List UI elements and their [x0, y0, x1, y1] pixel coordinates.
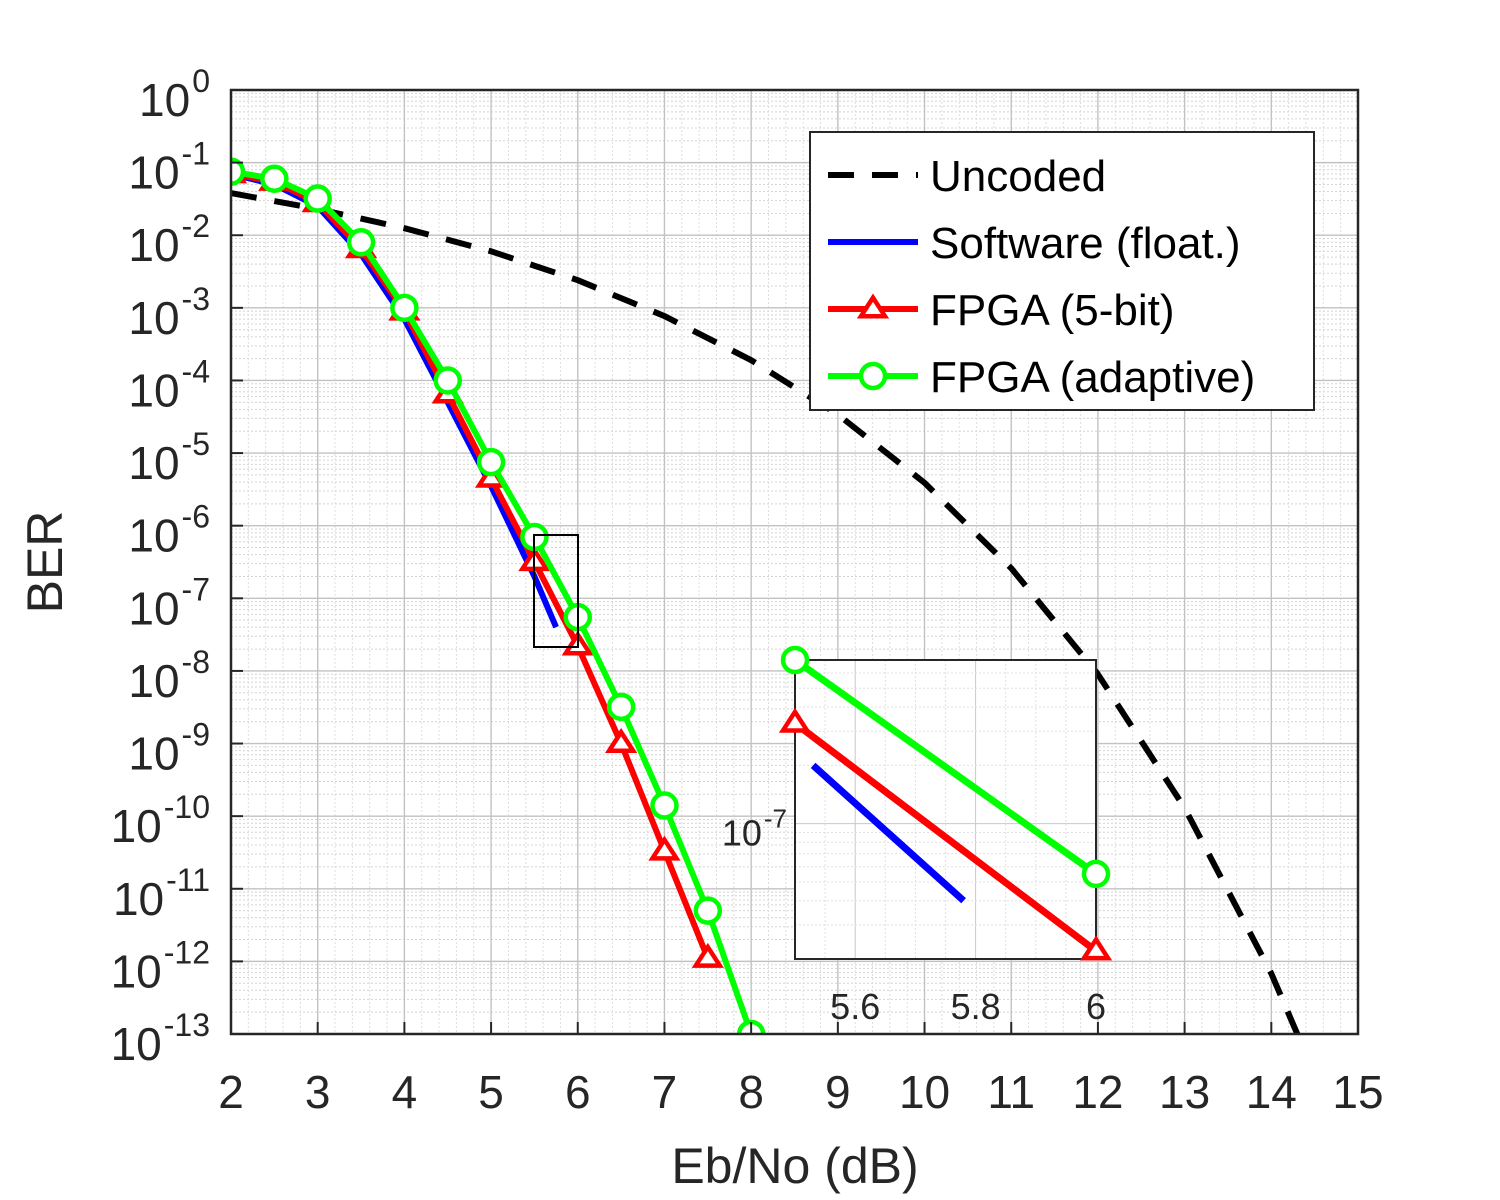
- y-axis-ticks: 100 10-1 10-2 10-3 10-4 10-5 10-6 10-7 10-8 10-9 1…: [111, 63, 243, 1070]
- triangle-marker: [1079, 935, 1113, 961]
- y-tick-label: 10-1: [128, 136, 210, 199]
- series-line-fpga-5-bit: [231, 170, 711, 960]
- zoom-region-box: [533, 534, 579, 648]
- x-tick-label: 12: [1072, 1066, 1123, 1118]
- x-tick-label: 6: [565, 1066, 591, 1118]
- legend-label-uncoded: Uncoded: [930, 152, 1106, 201]
- legend-label-fpga-5-bit: FPGA (5-bit): [930, 286, 1175, 335]
- circle-marker: [390, 293, 419, 323]
- circle-marker: [260, 164, 289, 193]
- y-tick-label: 10-7: [128, 571, 210, 634]
- circle-marker: [650, 791, 679, 820]
- legend-item-uncoded: Uncoded: [828, 152, 1106, 201]
- legend: Uncoded Software (float.) FPGA (5-bit) FPGA…: [809, 131, 1315, 411]
- series-uncoded: [231, 190, 1301, 1034]
- y-tick-label: 10-9: [128, 717, 210, 780]
- y-tick-label: 10-8: [128, 644, 210, 707]
- circle-marker: [476, 447, 506, 477]
- inset-series-software-float: [810, 762, 966, 904]
- legend-label-software-float: Software (float.): [930, 219, 1241, 268]
- y-tick-label: 10-5: [128, 426, 210, 489]
- triangle-marker: [856, 293, 890, 319]
- circle-marker: [303, 184, 332, 213]
- legend-item-fpga-5-bit: FPGA (5-bit): [828, 286, 1175, 335]
- y-axis-label: BER: [17, 511, 73, 614]
- circle-marker: [346, 228, 376, 257]
- inset-x-tick-label: 6: [1086, 986, 1106, 1027]
- inset-series: [778, 645, 1113, 961]
- y-tick-label: 10-10: [111, 789, 210, 852]
- x-axis-label: Eb/No (dB): [671, 1138, 918, 1194]
- y-tick-label: 100: [139, 63, 210, 126]
- inset-x-tick-label: 5.6: [830, 986, 880, 1027]
- y-tick-label: 10-12: [111, 934, 210, 997]
- circle-marker: [693, 896, 723, 925]
- y-tick-label: 10-3: [128, 281, 210, 344]
- circle-marker: [858, 361, 888, 391]
- triangle-marker: [648, 835, 681, 861]
- y-tick-label: 10-2: [128, 208, 210, 271]
- x-tick-label: 4: [392, 1066, 418, 1118]
- y-tick-label: 10-4: [128, 353, 210, 416]
- x-tick-label: 8: [738, 1066, 764, 1118]
- triangle-marker: [691, 942, 724, 968]
- circle-marker: [433, 366, 462, 395]
- inset-plot: 5.6 5.8 6 10-7: [722, 645, 1113, 1027]
- plot-frame: [229, 88, 1360, 1036]
- triangle-marker: [778, 707, 812, 733]
- inset-x-tick-label: 5.8: [951, 986, 1001, 1027]
- x-tick-label: 2: [218, 1066, 244, 1118]
- circle-marker: [606, 692, 636, 722]
- x-tick-label: 3: [305, 1066, 331, 1118]
- legend-item-software-float: Software (float.): [828, 219, 1241, 268]
- x-tick-label: 13: [1159, 1066, 1210, 1118]
- inset-y-tick-label: 10-7: [722, 804, 787, 854]
- circle-marker: [780, 645, 810, 675]
- y-tick-label: 10-11: [113, 862, 210, 925]
- inset-series-fpga-adaptive: [780, 645, 1111, 889]
- x-tick-label: 9: [825, 1066, 851, 1118]
- inset-ticks: 5.6 5.8 6 10-7: [722, 804, 1106, 1027]
- inset-line-software-float: [810, 762, 966, 904]
- triangle-marker: [604, 727, 638, 753]
- x-tick-label: 10: [899, 1066, 950, 1118]
- circle-marker: [1081, 859, 1111, 889]
- x-tick-label: 14: [1246, 1066, 1297, 1118]
- x-tick-label: 5: [478, 1066, 504, 1118]
- main-series: [231, 157, 1301, 1034]
- legend-label-fpga-adaptive: FPGA (adaptive): [930, 353, 1255, 402]
- x-tick-label: 7: [652, 1066, 678, 1118]
- y-tick-label: 10-6: [128, 499, 210, 562]
- x-tick-label: 15: [1332, 1066, 1383, 1118]
- legend-box: [809, 131, 1315, 411]
- inset-line-fpga-adaptive: [792, 657, 1099, 877]
- legend-item-fpga-adaptive: FPGA (adaptive): [828, 353, 1255, 402]
- inset-series-fpga-5-bit: [778, 707, 1113, 961]
- circle-marker: [231, 157, 246, 186]
- inset-frame: [794, 659, 1097, 960]
- inset-line-fpga-5-bit: [792, 720, 1099, 954]
- x-axis-ticks: 2 3 4 5 6 7 8 9 10 11 12 13 14 15: [218, 1022, 1384, 1118]
- series-line-uncoded: [231, 190, 1301, 1034]
- x-tick-label: 11: [987, 1066, 1035, 1118]
- y-tick-label: 10-13: [111, 1007, 210, 1070]
